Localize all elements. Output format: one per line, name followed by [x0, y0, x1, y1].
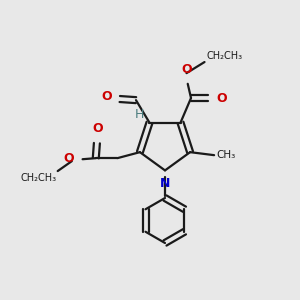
- Text: O: O: [92, 122, 103, 135]
- Text: O: O: [181, 62, 192, 76]
- Text: O: O: [101, 90, 112, 103]
- Text: CH₂CH₃: CH₂CH₃: [20, 173, 56, 184]
- Text: CH₃: CH₃: [216, 150, 236, 160]
- Text: N: N: [160, 177, 170, 190]
- Text: O: O: [216, 92, 226, 104]
- Text: CH₂CH₃: CH₂CH₃: [206, 50, 242, 61]
- Text: O: O: [64, 152, 74, 165]
- Text: H: H: [135, 108, 144, 121]
